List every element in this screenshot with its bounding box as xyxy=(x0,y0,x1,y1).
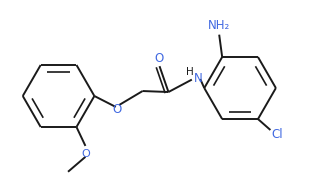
Text: Cl: Cl xyxy=(271,128,283,142)
Text: O: O xyxy=(112,103,121,116)
Text: H: H xyxy=(186,67,194,77)
Text: O: O xyxy=(154,52,163,65)
Text: O: O xyxy=(81,149,90,159)
Text: NH₂: NH₂ xyxy=(208,19,230,32)
Text: N: N xyxy=(193,72,202,85)
